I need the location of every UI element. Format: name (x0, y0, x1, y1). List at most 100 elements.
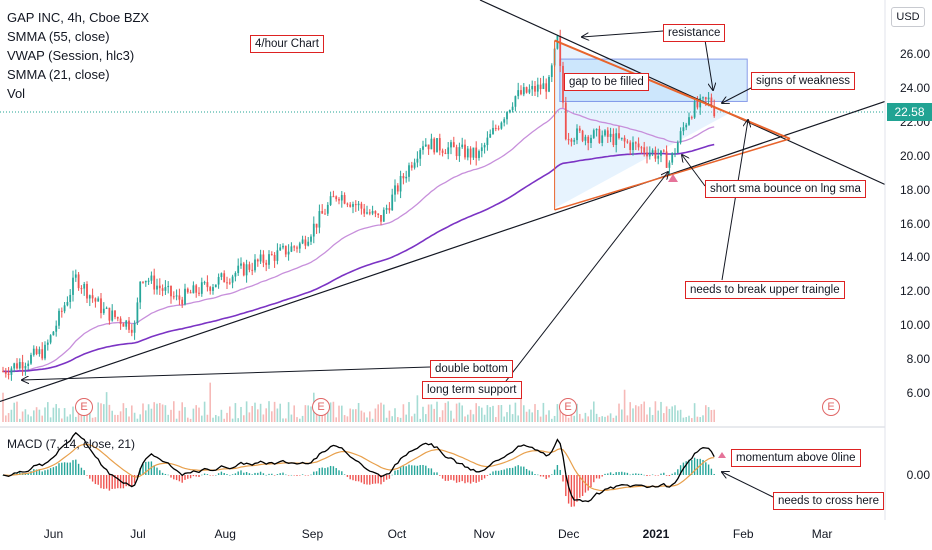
macd-histogram-bar (402, 466, 405, 475)
candle-body (142, 281, 144, 283)
macd-histogram-bar (229, 474, 231, 476)
candle-body (433, 138, 436, 153)
candle-body (581, 130, 584, 141)
macd-histogram-bar (461, 475, 463, 482)
candle-body (58, 310, 60, 326)
candle-body (312, 223, 315, 237)
volume-bar (150, 408, 153, 422)
annotation-gap[interactable]: gap to be filled (564, 73, 649, 91)
candle-body (595, 128, 598, 131)
price-tick-label: 24.00 (899, 80, 930, 95)
candle-body (279, 247, 282, 251)
volume-bar (170, 409, 172, 422)
candle-body (483, 145, 486, 148)
candle-body (248, 264, 251, 270)
candle-body (489, 134, 492, 138)
macd-histogram-bar (643, 474, 645, 476)
earnings-marker[interactable]: E (559, 398, 577, 416)
volume-bar (346, 416, 349, 422)
volume-bar (408, 402, 410, 422)
volume-bar (91, 417, 94, 422)
volume-bar (44, 407, 46, 422)
candle-body (374, 211, 377, 214)
macd-histogram-bar (346, 475, 349, 477)
candle-body (710, 97, 713, 107)
candle-body (209, 287, 212, 291)
macd-histogram-bar (422, 464, 424, 475)
candle-body (416, 158, 419, 163)
candle-body (24, 366, 27, 369)
macd-histogram-bar (329, 465, 332, 475)
volume-bar (257, 409, 259, 422)
volume-bar (495, 417, 497, 422)
candle-body (623, 137, 626, 142)
volume-bar (245, 401, 248, 422)
macd-histogram-bar (100, 475, 102, 489)
candle-body (198, 292, 200, 294)
volume-bar (646, 414, 648, 422)
volume-bar (478, 406, 480, 422)
volume-bar (576, 403, 578, 422)
earnings-marker[interactable]: E (822, 398, 840, 416)
annotation-chart-title[interactable]: 4/hour Chart (250, 35, 324, 53)
volume-bar (497, 405, 500, 422)
macd-histogram-bar (489, 473, 491, 475)
macd-histogram-bar (433, 472, 435, 475)
volume-bar (623, 389, 626, 422)
volume-bar (329, 402, 332, 422)
volume-bar (713, 409, 715, 422)
candle-body (217, 276, 220, 285)
candle-body (114, 310, 116, 318)
macd-histogram-bar (55, 466, 57, 475)
volume-bar (581, 418, 584, 422)
volume-bar (635, 405, 637, 422)
candle-body (413, 162, 416, 168)
annotation-sma-bounce[interactable]: short sma bounce on lng sma (705, 180, 866, 198)
candle-body (111, 310, 114, 321)
candle-body (520, 90, 522, 95)
macd-histogram-bar (248, 473, 251, 475)
volume-bar (366, 417, 368, 422)
volume-bar (584, 412, 587, 422)
macd-histogram-bar (41, 471, 43, 475)
annotation-cross[interactable]: needs to cross here (773, 492, 885, 510)
macd-histogram-bar (341, 471, 343, 475)
time-tick-label: Feb (732, 527, 754, 541)
volume-bar (35, 407, 38, 422)
candle-body (63, 305, 66, 312)
annotation-weakness[interactable]: signs of weakness (751, 72, 855, 90)
volume-bar (643, 401, 645, 422)
volume-bar (506, 412, 508, 422)
volume-bar (52, 407, 55, 422)
macd-histogram-bar (318, 468, 321, 475)
volume-bar (632, 408, 634, 422)
candle-body (2, 371, 4, 373)
annotation-long-term-support[interactable]: long term support (422, 381, 522, 399)
volume-bar (469, 409, 472, 422)
volume-bar (472, 414, 475, 422)
volume-bar (100, 403, 102, 422)
earnings-marker[interactable]: E (312, 398, 330, 416)
price-tick-label: 12.00 (899, 284, 930, 299)
annotation-momentum[interactable]: momentum above 0line (731, 449, 861, 467)
candle-body (105, 307, 108, 309)
candle-body (240, 263, 242, 266)
candle-body (128, 320, 130, 330)
macd-histogram-bar (167, 474, 169, 476)
time-tick-label: Jun (43, 527, 64, 541)
volume-bar (262, 414, 265, 422)
annotation-arrows (22, 30, 774, 498)
macd-histogram-bar (83, 470, 85, 475)
macd-histogram-bar (601, 475, 603, 477)
macd-histogram-bar (44, 470, 46, 475)
macd-histogram-bar (447, 475, 449, 481)
macd-histogram-bar (693, 457, 696, 475)
macd-histogram-bar (626, 472, 629, 475)
annotation-double-bottom[interactable]: double bottom (430, 360, 513, 378)
volume-bar (461, 405, 463, 422)
earnings-marker[interactable]: E (75, 398, 93, 416)
annotation-resistance[interactable]: resistance (663, 24, 726, 42)
currency-button[interactable]: USD (891, 7, 925, 27)
volume-bar (489, 407, 491, 422)
annotation-break-triangle[interactable]: needs to break upper traingle (685, 281, 845, 299)
